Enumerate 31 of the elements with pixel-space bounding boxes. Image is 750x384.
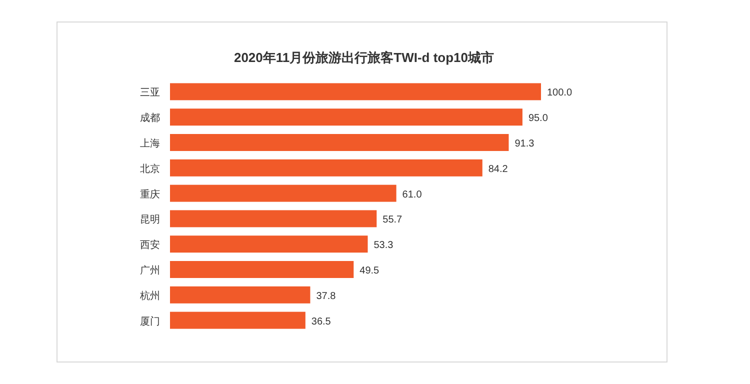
bar: [170, 108, 522, 126]
bar: [170, 159, 482, 176]
data-label: 36.5: [311, 316, 332, 328]
bar: [170, 83, 541, 100]
y-tick-label: 广州: [140, 264, 160, 276]
data-label: 49.5: [360, 266, 380, 276]
y-tick-label: 杭州: [139, 290, 160, 302]
data-label: 53.3: [374, 240, 394, 252]
data-label: 95.0: [528, 113, 548, 124]
y-tick-label: 昆明: [140, 214, 160, 226]
bar: [170, 184, 396, 202]
y-tick-label: 成都: [140, 112, 160, 124]
y-tick-label: 西安: [140, 239, 160, 252]
bar: [170, 236, 368, 253]
data-label: 61.0: [402, 189, 422, 200]
data-label: 55.7: [382, 214, 403, 226]
chart-title: 2020年11月份旅游出行旅客TWI-d top10城市: [234, 50, 494, 65]
data-label: 37.8: [316, 290, 336, 302]
bar: [170, 261, 354, 278]
data-label: 84.2: [488, 164, 508, 175]
bar: [170, 134, 509, 151]
data-label: 100.0: [547, 88, 572, 99]
bar: [170, 312, 306, 329]
y-tick-label: 上海: [140, 138, 160, 150]
y-tick-label: 厦门: [140, 315, 160, 328]
data-label: 91.3: [514, 138, 535, 150]
bar: [170, 286, 310, 304]
bar: [170, 210, 377, 228]
y-tick-label: 北京: [140, 162, 160, 175]
y-tick-label: 重庆: [140, 188, 160, 200]
y-tick-label: 三亚: [140, 88, 160, 99]
